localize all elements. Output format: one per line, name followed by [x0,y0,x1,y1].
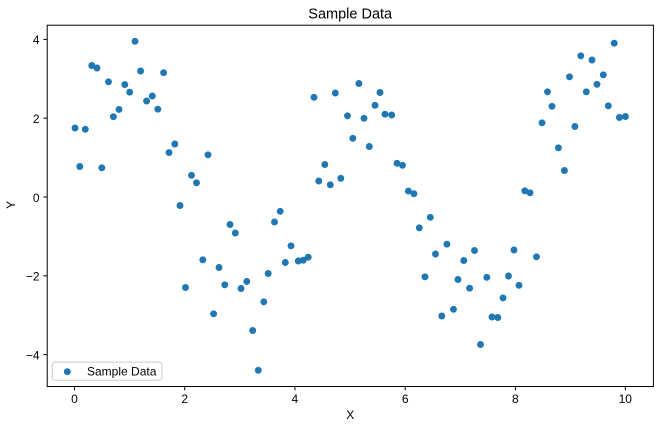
svg-text:−4: −4 [26,348,40,362]
svg-text:Sample Data: Sample Data [87,365,157,379]
svg-text:4: 4 [33,33,40,47]
svg-text:10: 10 [619,392,633,406]
svg-text:6: 6 [402,392,409,406]
svg-text:Sample Data: Sample Data [308,7,393,23]
svg-text:−2: −2 [26,270,40,284]
svg-text:0: 0 [33,191,40,205]
svg-text:2: 2 [33,112,40,126]
svg-text:4: 4 [292,392,299,406]
svg-text:8: 8 [512,392,519,406]
svg-text:X: X [346,408,354,422]
svg-text:0: 0 [71,392,78,406]
svg-text:Y: Y [4,201,18,209]
svg-text:2: 2 [181,392,188,406]
